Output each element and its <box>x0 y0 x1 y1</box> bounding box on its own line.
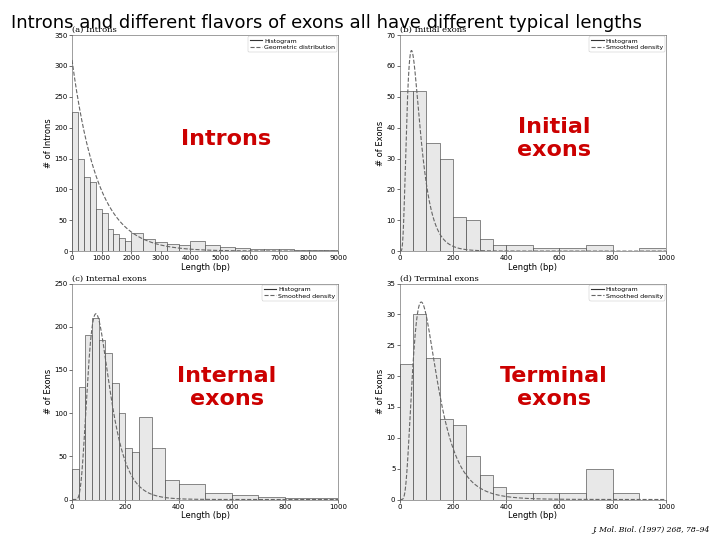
Bar <box>102 213 107 251</box>
Bar <box>400 364 413 500</box>
Bar <box>131 233 143 251</box>
Bar <box>125 241 131 251</box>
Bar <box>167 244 179 251</box>
Bar <box>78 387 85 500</box>
Bar <box>467 220 480 251</box>
X-axis label: Length (bp): Length (bp) <box>508 262 557 272</box>
Text: Introns: Introns <box>181 129 271 149</box>
Text: (c) Internal exons: (c) Internal exons <box>72 275 147 283</box>
Bar <box>92 318 99 500</box>
Bar <box>155 242 167 251</box>
Bar <box>493 487 506 500</box>
Bar <box>559 494 586 500</box>
Y-axis label: # of Exons: # of Exons <box>376 120 385 166</box>
Bar <box>120 238 125 251</box>
Bar <box>125 448 132 500</box>
Legend: Histogram, Geometric distribution: Histogram, Geometric distribution <box>248 36 337 52</box>
Text: Introns and different flavors of exons all have different typical lengths: Introns and different flavors of exons a… <box>11 14 642 31</box>
Text: (b) Initial exons: (b) Initial exons <box>400 26 466 35</box>
Bar <box>467 456 480 500</box>
Legend: Histogram, Smoothed density: Histogram, Smoothed density <box>590 36 665 52</box>
Bar <box>205 245 220 251</box>
Bar <box>112 383 119 500</box>
Bar <box>105 353 112 500</box>
Bar <box>99 340 105 500</box>
Bar <box>506 245 533 251</box>
Bar <box>107 230 114 251</box>
Bar <box>190 241 205 251</box>
Bar <box>533 494 559 500</box>
X-axis label: Length (bp): Length (bp) <box>181 262 230 272</box>
X-axis label: Length (bp): Length (bp) <box>181 511 230 520</box>
Bar <box>586 245 613 251</box>
Bar <box>179 484 205 500</box>
Bar <box>413 91 426 251</box>
Y-axis label: # of Introns: # of Introns <box>44 118 53 168</box>
Bar <box>132 452 138 500</box>
Bar <box>96 209 102 251</box>
Bar <box>84 177 90 251</box>
Bar <box>72 469 78 500</box>
Bar <box>639 248 666 251</box>
Bar <box>114 234 120 251</box>
Bar <box>78 159 84 251</box>
X-axis label: Length (bp): Length (bp) <box>508 511 557 520</box>
Legend: Histogram, Smoothed density: Histogram, Smoothed density <box>590 285 665 300</box>
Bar <box>586 469 613 500</box>
Bar <box>559 248 586 251</box>
Bar <box>533 248 559 251</box>
Bar <box>72 112 78 251</box>
Y-axis label: # of Exons: # of Exons <box>376 369 385 414</box>
Bar <box>279 249 294 251</box>
Bar <box>258 497 285 500</box>
Bar <box>152 448 165 500</box>
Bar <box>285 498 338 500</box>
Y-axis label: # of Exons: # of Exons <box>44 369 53 414</box>
Bar <box>413 314 426 500</box>
Bar <box>493 245 506 251</box>
Text: (d) Terminal exons: (d) Terminal exons <box>400 275 478 283</box>
Bar <box>138 417 152 500</box>
Bar <box>220 247 235 251</box>
Bar <box>506 494 533 500</box>
Bar <box>613 494 639 500</box>
Bar <box>439 159 453 251</box>
Bar <box>232 495 258 500</box>
Text: Internal
exons: Internal exons <box>177 366 276 409</box>
Bar <box>264 249 279 251</box>
Bar <box>143 239 155 251</box>
Bar <box>426 357 439 500</box>
Bar <box>166 480 179 500</box>
Legend: Histogram, Smoothed density: Histogram, Smoothed density <box>262 285 337 300</box>
Bar <box>119 413 125 500</box>
Bar <box>309 250 323 251</box>
Bar <box>85 335 92 500</box>
Text: J. Mol. Biol. (1997) 268, 78–94: J. Mol. Biol. (1997) 268, 78–94 <box>592 525 709 534</box>
Bar <box>453 426 467 500</box>
Bar <box>480 239 492 251</box>
Text: (a) Introns: (a) Introns <box>72 26 117 35</box>
Bar <box>205 492 232 500</box>
Bar <box>480 475 492 500</box>
Bar <box>453 217 467 251</box>
Bar <box>179 245 190 251</box>
Bar <box>323 250 338 251</box>
Bar <box>235 248 250 251</box>
Bar <box>90 182 96 251</box>
Bar <box>250 248 264 251</box>
Bar <box>426 143 439 251</box>
Bar <box>439 419 453 500</box>
Text: Initial
exons: Initial exons <box>517 117 591 160</box>
Bar <box>294 250 309 251</box>
Text: Terminal
exons: Terminal exons <box>500 366 608 409</box>
Bar <box>400 91 413 251</box>
